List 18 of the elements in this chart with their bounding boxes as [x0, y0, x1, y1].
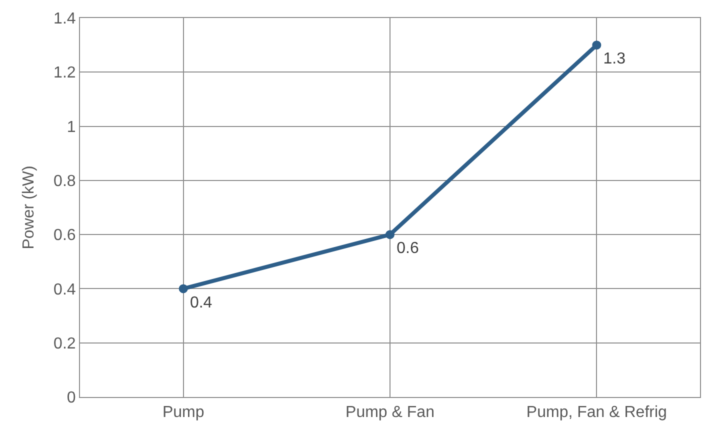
x-tick-label: Pump & Fan	[346, 404, 434, 422]
data-label: 0.6	[396, 240, 419, 258]
y-tick-label: 1.4	[54, 10, 76, 28]
y-tick-label: 1.2	[54, 64, 76, 82]
point	[178, 284, 188, 294]
y-tick-label: 0.4	[54, 281, 76, 298]
y-axis-title: Power (kW)	[20, 166, 38, 250]
y-tick-label: 1	[66, 118, 76, 136]
point	[592, 40, 602, 50]
y-tick-label: 0.8	[54, 173, 76, 190]
y-tick-label: 0	[66, 390, 76, 407]
point	[386, 230, 394, 240]
data-label: 1.3	[603, 50, 626, 68]
x-tick-label: Pump	[162, 404, 204, 422]
y-tick-label: 0.2	[54, 335, 76, 352]
y-tick-label: 0.6	[54, 227, 76, 244]
data-label: 0.4	[190, 294, 212, 312]
x-tick-label: Pump, Fan & Refrig	[526, 404, 667, 422]
